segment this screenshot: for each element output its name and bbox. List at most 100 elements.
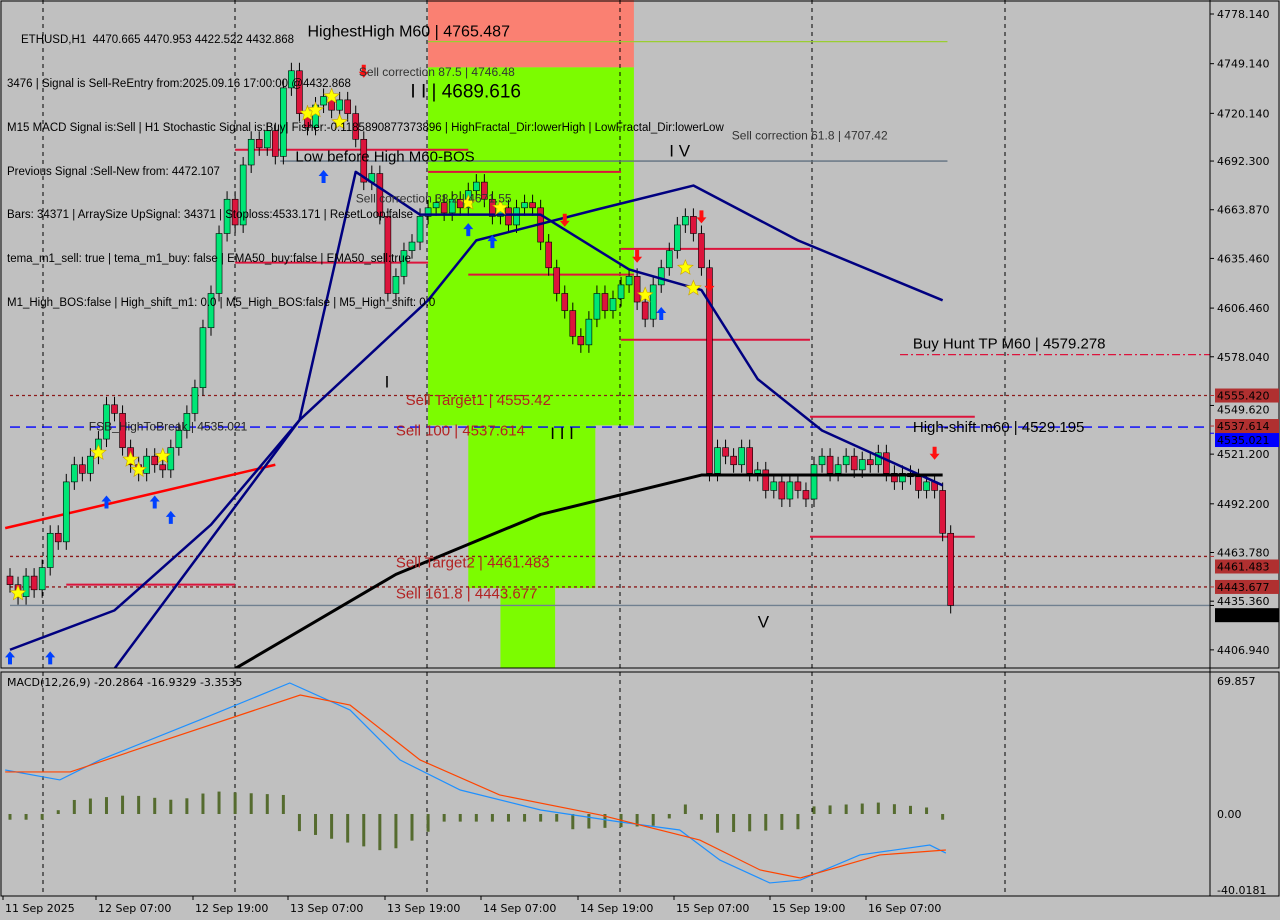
- chart-annotation: High-shift m60 | 4529.195: [913, 419, 1085, 436]
- buy-arrow-icon: [318, 169, 329, 183]
- candle-bear: [577, 335, 585, 346]
- macd-histogram-bar: [571, 814, 575, 830]
- candle-bull: [400, 250, 408, 277]
- candle-bear: [545, 241, 552, 269]
- candle-bull: [714, 447, 721, 474]
- macd-histogram-bar: [281, 794, 285, 814]
- macd-line: [5, 682, 947, 884]
- candle-bull: [674, 224, 681, 251]
- candle-bull: [770, 481, 778, 491]
- moving-average-line: [9, 170, 944, 651]
- star-signal-icon: [459, 193, 477, 210]
- macd-histogram-bar: [587, 814, 591, 829]
- candle-bull: [336, 99, 343, 111]
- candle-bear: [891, 473, 898, 483]
- sell-arrow-icon: [358, 64, 369, 78]
- macd-histogram-bar: [88, 798, 92, 814]
- candle-bull: [842, 455, 850, 466]
- candle-bear: [778, 481, 786, 500]
- candle-bull: [738, 447, 745, 466]
- candle-bear: [6, 575, 14, 585]
- macd-histogram-bar: [780, 814, 784, 830]
- candle-bear: [529, 202, 536, 209]
- candle-bull: [263, 130, 271, 149]
- candle-bull: [408, 241, 416, 251]
- candle-bear: [730, 455, 737, 466]
- candle-bear: [641, 301, 649, 320]
- buy-arrow-icon: [5, 651, 15, 665]
- chart-annotation: Sell correction 38.2 | 4671.55: [356, 192, 512, 206]
- macd-histogram-bar: [812, 806, 816, 814]
- price-axis-bg: [1210, 0, 1280, 920]
- candle-bull: [143, 455, 150, 474]
- candle-bull: [22, 575, 30, 597]
- macd-histogram-bar: [394, 814, 398, 849]
- macd-histogram-bar: [635, 814, 639, 827]
- price-tick-label: 4549.620: [1217, 404, 1270, 417]
- candle-bull: [239, 164, 247, 226]
- candle-bull: [87, 455, 94, 474]
- candle-bear: [360, 138, 368, 183]
- macd-histogram-bar: [683, 804, 687, 814]
- chart-annotation: Buy Hunt TP M60 | 4579.278: [913, 335, 1106, 352]
- macd-histogram-bar: [892, 804, 896, 814]
- macd-histogram-bar: [442, 814, 446, 822]
- chart-annotation: I: [385, 373, 390, 392]
- candle-bull: [754, 469, 762, 474]
- time-tick-label: 15 Sep 19:00: [772, 902, 845, 915]
- candle-bear: [866, 459, 874, 466]
- macd-line: [5, 694, 946, 879]
- macd-tick-label: -40.0181: [1217, 884, 1266, 897]
- price-tick-label: 4692.300: [1217, 155, 1270, 168]
- sell-arrow-icon: [696, 210, 707, 224]
- candle-bull: [207, 293, 215, 329]
- candle-bull: [617, 284, 625, 299]
- candle-bull: [786, 481, 794, 500]
- star-signal-icon: [307, 101, 324, 118]
- candle-bull: [521, 202, 528, 209]
- macd-histogram-bar: [265, 794, 269, 814]
- sell-arrow-icon: [929, 446, 940, 460]
- price-tick-label: 4435.360: [1217, 595, 1270, 608]
- macd-histogram-bar: [651, 814, 655, 826]
- macd-histogram-bar: [458, 814, 462, 822]
- candle-bear: [159, 464, 167, 471]
- candle-bear: [352, 113, 360, 140]
- time-tick-label: 11 Sep 2025: [5, 902, 75, 915]
- main-pane: HighestHigh M60 | 4765.487 Sell correctio…: [4, 0, 1210, 668]
- price-tag: [1215, 419, 1279, 434]
- candle-bear: [826, 455, 834, 474]
- candle-bear: [111, 404, 118, 414]
- candle-bull: [657, 267, 665, 286]
- candle-bear: [915, 476, 922, 491]
- price-tag-label: 4432.868: [1217, 609, 1270, 622]
- candle-bear: [505, 207, 512, 226]
- price-tick-label: 4663.870: [1217, 204, 1270, 217]
- candle-bear: [794, 481, 802, 491]
- chart-annotation: V: [758, 612, 770, 631]
- chart-annotation: Sell 161.8 | 4443.677: [396, 585, 538, 602]
- chart-annotation: Sell correction 61.8 | 4707.42: [732, 128, 888, 142]
- candle-bull: [392, 276, 400, 294]
- candle-bull: [183, 413, 191, 431]
- candle-bull: [71, 464, 78, 483]
- candle-bull: [899, 473, 906, 483]
- buy-arrow-icon: [487, 235, 498, 249]
- macd-histogram-bar: [876, 802, 880, 814]
- candle-bear: [151, 455, 159, 466]
- sell-arrow-icon: [704, 278, 715, 292]
- info-line-tema: tema_m1_sell: true | tema_m1_buy: false …: [7, 253, 411, 266]
- macd-tick-label: 0.00: [1217, 808, 1242, 821]
- candle-bull: [199, 327, 207, 388]
- candle-bear: [947, 532, 954, 606]
- macd-pane: [5, 672, 1006, 896]
- star-signal-icon: [492, 198, 509, 215]
- moving-average-line: [234, 473, 943, 668]
- candle-bull: [223, 198, 231, 234]
- macd-histogram-bar: [40, 814, 44, 820]
- candle-bull: [103, 404, 110, 440]
- candle-bull: [609, 298, 617, 311]
- buy-arrow-icon: [149, 495, 160, 509]
